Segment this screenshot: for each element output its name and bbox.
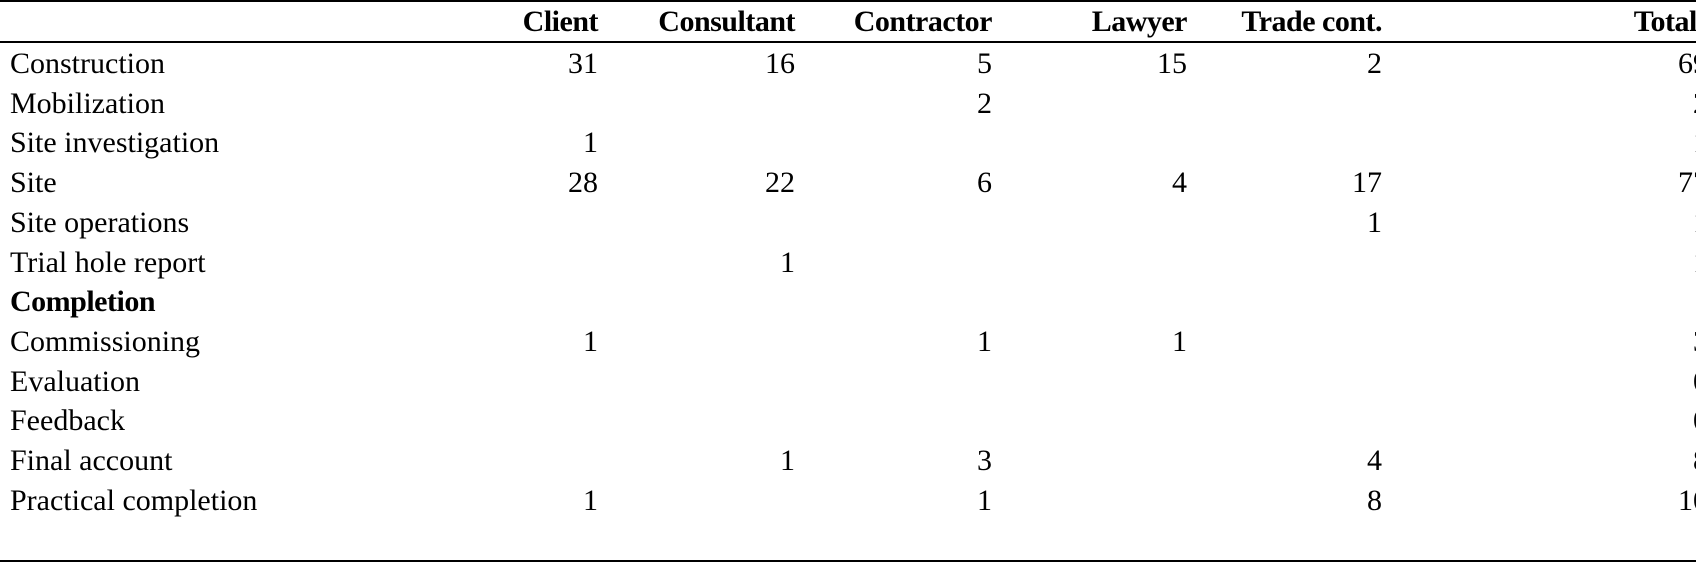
header-rule [0, 41, 1696, 43]
cell-value: 1 [583, 483, 598, 517]
cell-value: 2 [977, 86, 992, 120]
column-header: Totals [1633, 5, 1696, 38]
cell-value: 1 [780, 245, 795, 279]
column-header: Lawyer [1091, 5, 1188, 38]
cell-value: 4 [1367, 444, 1382, 477]
cell-value: 77 [1678, 166, 1696, 200]
row-label: Site operations [10, 205, 190, 239]
cell-value: 1 [977, 324, 992, 358]
row-label: Practical completion [10, 483, 258, 517]
cell-value: 2 [1367, 47, 1382, 80]
cell-value: 1 [1172, 324, 1187, 358]
row-label: Evaluation [10, 364, 140, 398]
cell-value: 16 [765, 47, 795, 80]
cell-value: 15 [1157, 47, 1187, 80]
cell-value: 3 [977, 444, 992, 477]
column-header: Trade cont. [1241, 5, 1382, 38]
row-label: Commissioning [10, 324, 201, 358]
cell-value: 10 [1678, 483, 1696, 517]
cell-value: 1 [1367, 205, 1382, 239]
cell-value: 1 [780, 444, 795, 477]
cell-value: 0 [1693, 401, 1696, 441]
column-header: Client [522, 5, 599, 38]
cell-value: 31 [568, 47, 598, 80]
cell-value: 0 [1693, 362, 1696, 402]
section-label: Completion [10, 285, 156, 319]
row-label: Feedback [10, 404, 125, 438]
cell-value: 1 [1693, 123, 1696, 163]
row-label: Final account [10, 444, 173, 477]
cell-value: 1 [583, 324, 598, 358]
row-label: Trial hole report [10, 245, 206, 279]
cell-value: 3 [1693, 322, 1696, 362]
column-header: Contractor [853, 5, 993, 38]
top-rule [0, 0, 1696, 2]
cell-value: 1 [977, 483, 992, 517]
cell-value: 22 [765, 166, 795, 200]
row-label: Construction [10, 47, 165, 80]
cell-value: 17 [1352, 166, 1382, 200]
row-label: Site investigation [10, 126, 220, 160]
cell-value: 8 [1367, 483, 1382, 517]
row-label: Site [10, 166, 57, 200]
column-header: Consultant [658, 5, 795, 38]
row-label: Mobilization [10, 86, 165, 120]
cell-value: 69 [1678, 47, 1696, 80]
cell-value: 1 [1693, 243, 1696, 283]
cell-value: 1 [583, 126, 598, 160]
cell-value: 4 [1172, 166, 1187, 200]
cell-value: 1 [1693, 203, 1696, 243]
cell-value: 5 [977, 47, 992, 80]
cell-value: 28 [568, 166, 598, 200]
cell-value: 6 [977, 166, 992, 200]
cell-value: 2 [1693, 84, 1696, 124]
bottom-rule [0, 560, 1696, 562]
cell-value: 8 [1693, 441, 1696, 481]
